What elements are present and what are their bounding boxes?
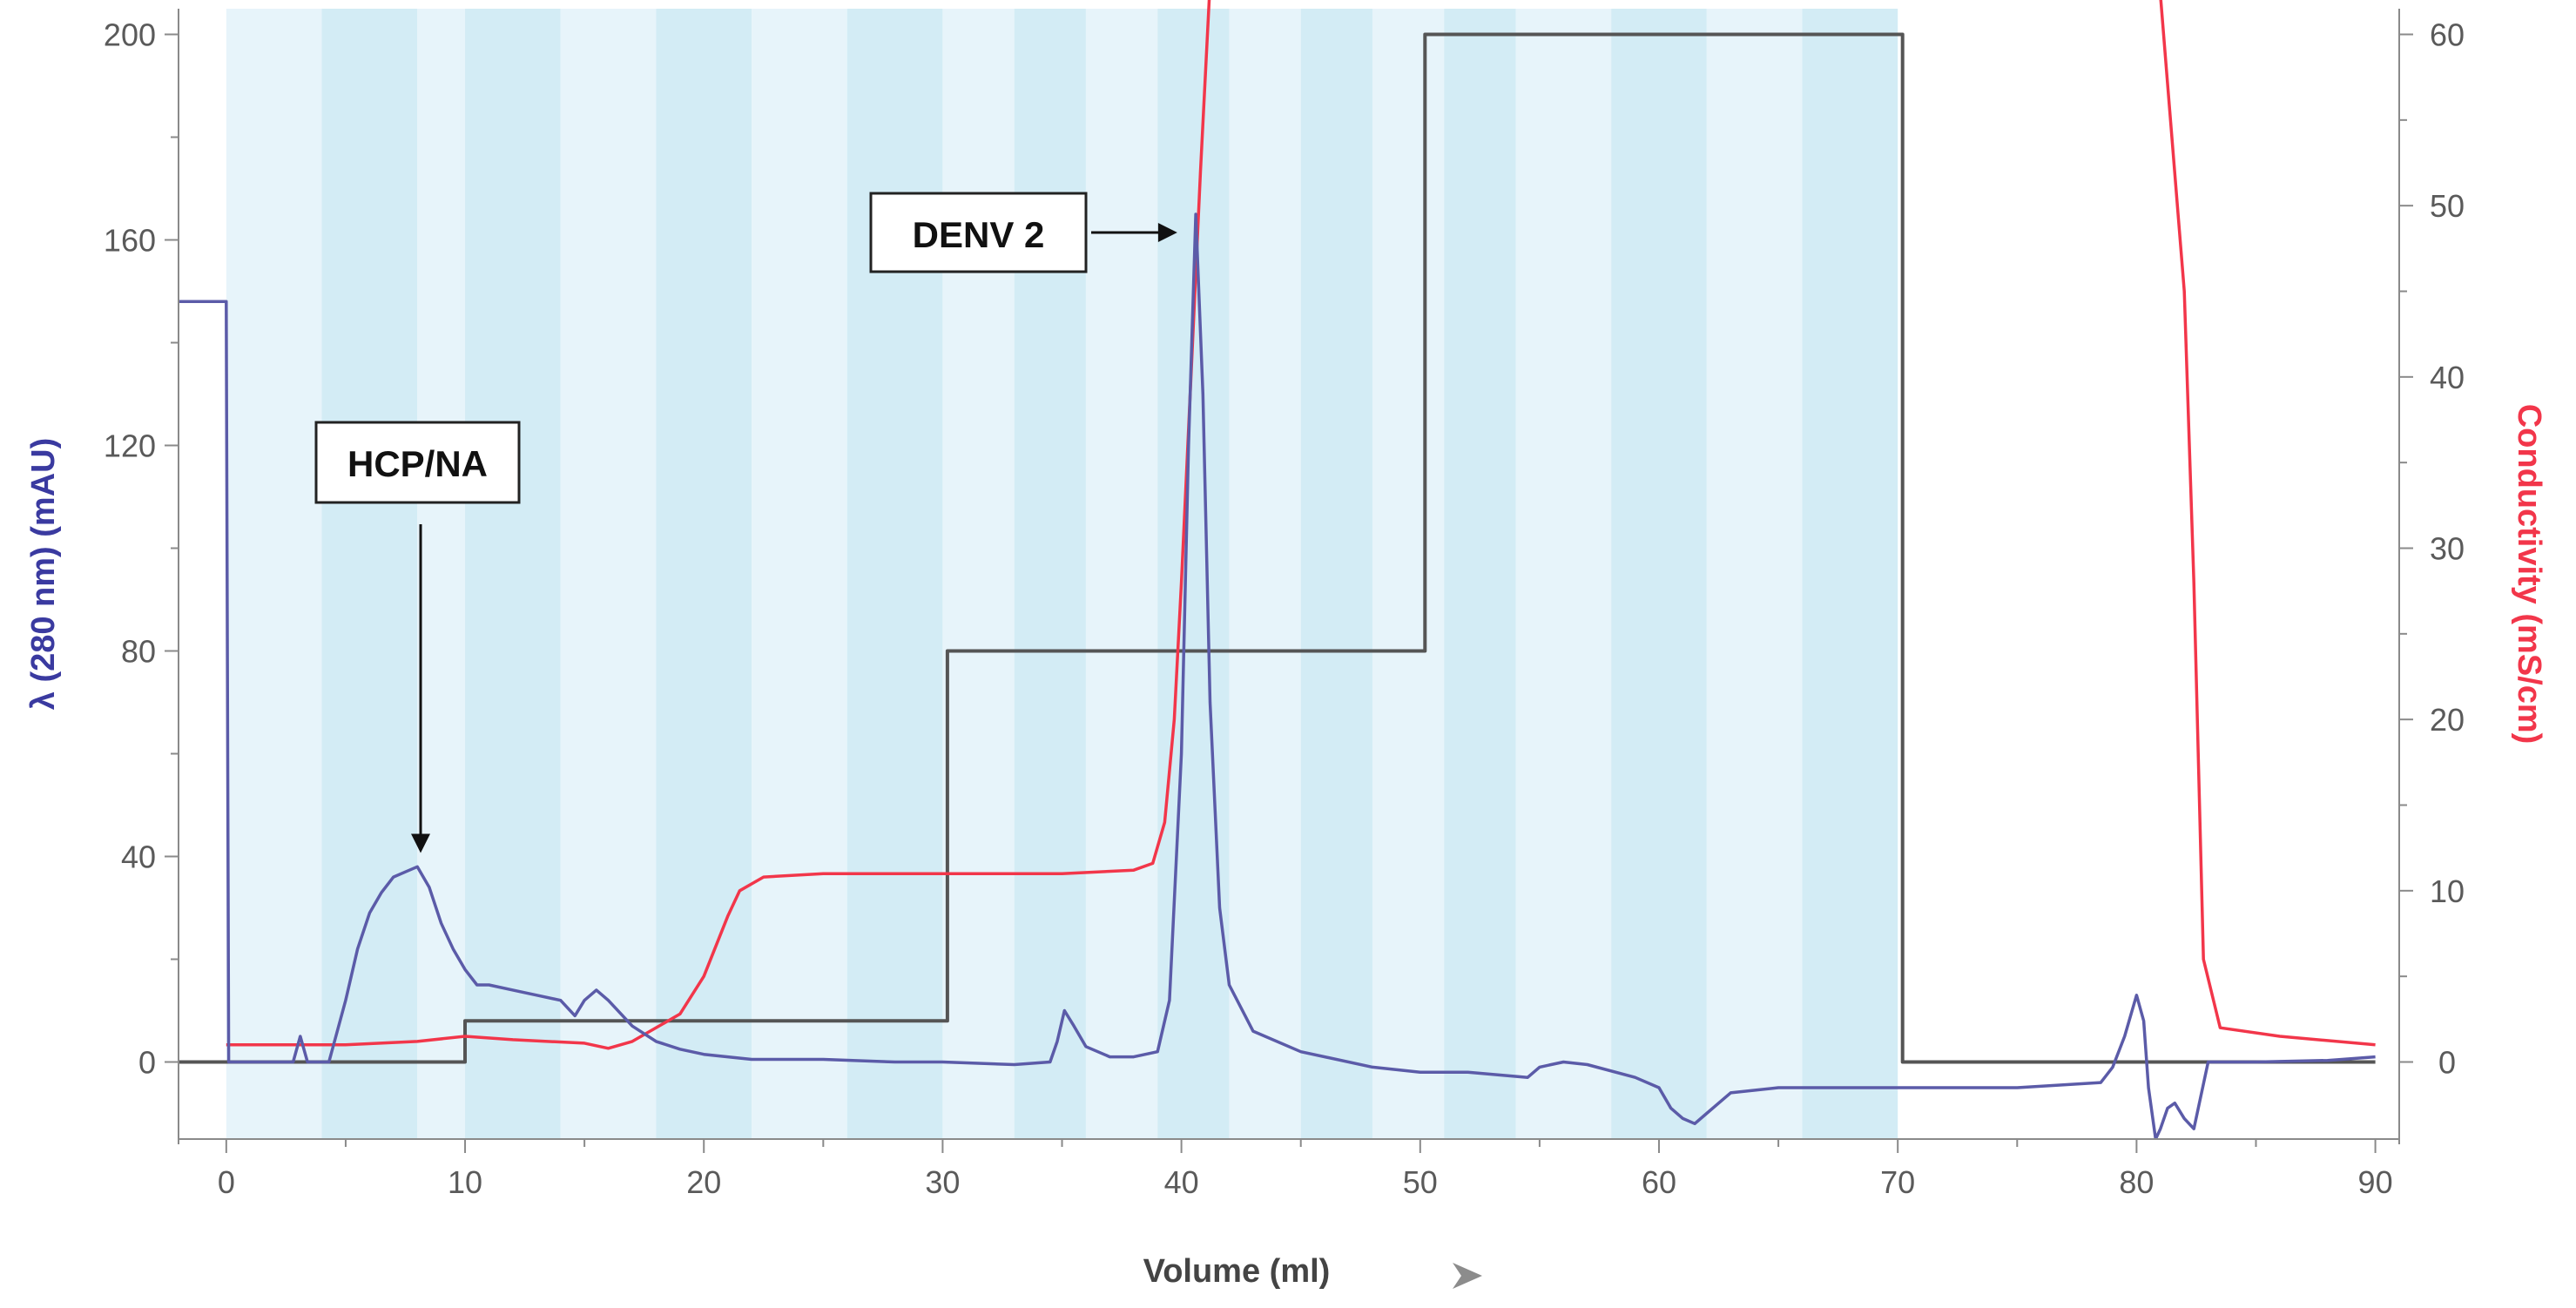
fraction-band <box>226 9 322 1139</box>
y-right-tick-label: 50 <box>2430 188 2465 224</box>
y-right-tick-label: 20 <box>2430 702 2465 738</box>
fraction-band <box>942 9 1015 1139</box>
x-axis-title: Volume (ml) <box>1143 1253 1331 1290</box>
x-tick-label: 50 <box>1403 1164 1438 1200</box>
x-tick-label: 0 <box>218 1164 235 1200</box>
axes: 0 10 20 30 40 50 60 70 80 90 0 40 80 120 160 200 0 10 20 30… <box>25 9 2547 1290</box>
y-left-tick-label: 0 <box>138 1045 156 1081</box>
fraction-band <box>417 9 466 1139</box>
gradient-step-line <box>179 32 2376 1064</box>
fraction-band <box>321 9 418 1139</box>
fraction-band <box>1802 9 1898 1139</box>
y-axis-right-title: Conductivity (mS/cm) <box>2511 404 2547 745</box>
series-lines <box>179 0 2376 1139</box>
y-right-tick-label: 60 <box>2430 17 2465 53</box>
arrow-right-icon <box>1157 223 1177 242</box>
annotations: HCP/NA DENV 2 <box>314 192 1177 853</box>
y-right-tick-label: 40 <box>2430 360 2465 395</box>
fraction-band <box>1515 9 1612 1139</box>
annotation-box <box>869 192 1088 273</box>
conductivity-line <box>226 0 1211 1050</box>
arrow-down-icon <box>411 833 430 853</box>
fraction-bands <box>226 9 1898 1139</box>
y-axis-left-title: λ (280 nm) (mAU) <box>25 438 62 711</box>
x-tick-label: 80 <box>2119 1164 2154 1200</box>
y-right-tick-label: 30 <box>2430 531 2465 567</box>
arrow-right-icon <box>1453 1263 1482 1289</box>
fraction-band <box>846 9 943 1139</box>
fraction-band <box>656 9 752 1139</box>
x-tick-label: 40 <box>1164 1164 1199 1200</box>
y-right-tick-label: 10 <box>2430 873 2465 909</box>
y-left-tick-label: 80 <box>121 634 156 670</box>
y-left-tick-label: 200 <box>104 17 156 53</box>
annotation-label: DENV 2 <box>913 214 1045 255</box>
fraction-band <box>1444 9 1516 1139</box>
annotation-box <box>314 421 521 504</box>
fraction-band <box>1014 9 1086 1139</box>
x-tick-label: 70 <box>1880 1164 1915 1200</box>
y-left-tick-label: 40 <box>121 839 156 875</box>
fraction-band <box>465 9 561 1139</box>
fraction-band <box>1157 9 1230 1139</box>
fraction-band <box>1372 9 1445 1139</box>
conductivity-line-end <box>2159 0 2376 1047</box>
x-tick-label: 60 <box>1642 1164 1676 1200</box>
x-tick-label: 30 <box>925 1164 960 1200</box>
fraction-band <box>1300 9 1372 1139</box>
x-tick-label: 20 <box>686 1164 721 1200</box>
uv-absorbance-line <box>179 212 2376 1139</box>
x-tick-label: 90 <box>2358 1164 2393 1200</box>
fraction-band <box>1229 9 1301 1139</box>
fraction-band <box>1085 9 1158 1139</box>
fraction-band <box>1611 9 1707 1139</box>
fraction-band <box>1706 9 1803 1139</box>
y-right-tick-label: 0 <box>2438 1045 2456 1081</box>
annotation-label: HCP/NA <box>347 443 488 484</box>
fraction-band <box>560 9 657 1139</box>
y-left-tick-label: 120 <box>104 428 156 464</box>
fraction-band <box>752 9 847 1139</box>
y-left-tick-label: 160 <box>104 223 156 259</box>
x-tick-label: 10 <box>448 1164 482 1200</box>
